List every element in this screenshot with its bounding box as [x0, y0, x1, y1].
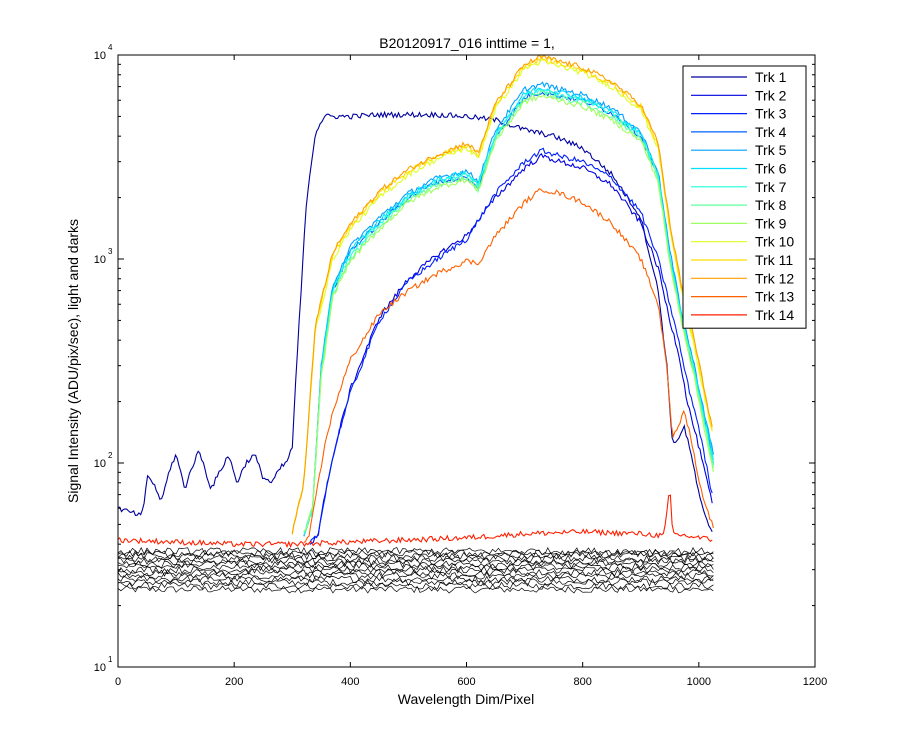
- dark-frame-line: [117, 547, 714, 556]
- y-tick-label-base: 10: [94, 458, 106, 470]
- dark-frames: [117, 547, 714, 594]
- legend-entry: Trk 3: [755, 106, 787, 122]
- y-tick-label-base: 10: [94, 50, 106, 62]
- legend-entry: Trk 1: [755, 69, 787, 85]
- legend-entry: Trk 14: [755, 307, 794, 323]
- dark-frame-line: [117, 562, 714, 572]
- dark-frame-line: [117, 571, 714, 580]
- dark-frame-line: [117, 575, 714, 584]
- x-axis: 0 200 400 600 800 1000 1200: [115, 55, 827, 688]
- legend-entry: Trk 5: [755, 142, 787, 158]
- legend-entry: Trk 10: [755, 234, 794, 250]
- legend-entry: Trk 2: [755, 87, 787, 103]
- legend-entry: Trk 7: [755, 179, 787, 195]
- series-line-trk-2: [309, 153, 713, 545]
- dark-frame-line: [117, 549, 714, 558]
- x-axis-label: Wavelength Dim/Pixel: [398, 691, 534, 707]
- dark-frame-line: [118, 581, 714, 590]
- series-line-trk-1: [117, 110, 713, 532]
- legend-entry: Trk 8: [755, 197, 787, 213]
- series-line-trk-9: [303, 94, 714, 532]
- dark-frame-line: [117, 551, 714, 561]
- dark-frame-line: [117, 565, 714, 574]
- legend-entry: Trk 11: [755, 252, 793, 268]
- series-line-trk-10: [291, 58, 713, 533]
- series-line-trk-3: [309, 147, 713, 544]
- legend-entry: Trk 4: [755, 124, 787, 140]
- dark-frame-line: [117, 578, 714, 587]
- y-tick-label-exponent: 2: [108, 451, 113, 460]
- series-line-trk-6: [303, 87, 714, 533]
- dark-frame-line: [117, 554, 714, 563]
- y-tick-label-base: 10: [94, 254, 106, 266]
- chart-title: B20120917_016 inttime = 1,: [379, 35, 555, 51]
- x-tick-label: 200: [225, 676, 243, 688]
- dark-frame-line: [117, 560, 714, 569]
- x-tick-label: 800: [573, 676, 591, 688]
- legend-entry: Trk 9: [755, 215, 787, 231]
- series-line-trk-8: [303, 90, 714, 533]
- series-line-trk-12: [291, 55, 713, 535]
- series-lines: [117, 55, 714, 549]
- y-axis-label: Signal Intensity (ADU/pix/sec), light an…: [65, 219, 81, 503]
- series-line-trk-13: [303, 188, 714, 544]
- x-tick-label: 400: [341, 676, 359, 688]
- legend-box: [682, 65, 807, 329]
- x-tick-label: 0: [115, 676, 121, 688]
- y-tick-label-base: 10: [94, 662, 106, 674]
- x-tick-label: 1000: [687, 676, 711, 688]
- legend-entry: Trk 6: [755, 161, 787, 177]
- dark-frame-line: [117, 585, 714, 594]
- series-line-trk-4: [303, 91, 714, 537]
- legend-entry: Trk 13: [755, 289, 794, 305]
- x-tick-label: 1200: [803, 676, 827, 688]
- y-tick-label-exponent: 3: [108, 247, 113, 256]
- x-tick-label: 600: [457, 676, 475, 688]
- y-tick-label-exponent: 4: [108, 43, 113, 52]
- series-line-trk-7: [303, 88, 714, 536]
- series-line-trk-14: [117, 494, 713, 549]
- series-line-trk-5: [303, 81, 714, 533]
- y-tick-label-exponent: 1: [108, 655, 113, 664]
- legend: Trk 1 Trk 2 Trk 3 Trk 4 Trk 5 Trk 6 Trk 7 Trk 8…: [682, 65, 807, 329]
- legend-entry: Trk 12: [755, 270, 794, 286]
